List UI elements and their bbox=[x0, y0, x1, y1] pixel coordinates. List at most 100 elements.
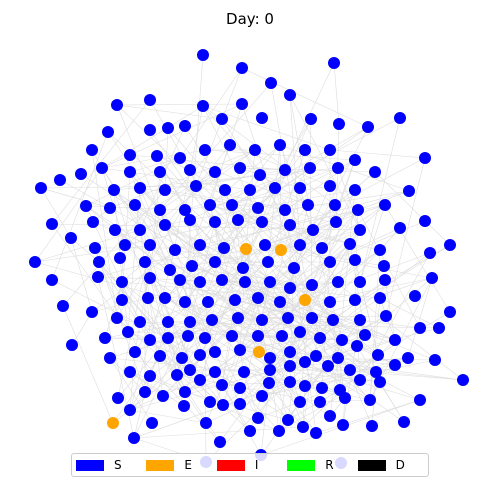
edge bbox=[243, 371, 259, 419]
edge bbox=[231, 335, 291, 353]
susceptible-node bbox=[264, 364, 276, 376]
edge bbox=[287, 389, 341, 421]
susceptible-node bbox=[178, 400, 190, 412]
susceptible-node bbox=[299, 144, 311, 156]
susceptible-node bbox=[424, 247, 436, 259]
susceptible-node bbox=[184, 164, 196, 176]
edge bbox=[202, 105, 263, 223]
susceptible-node bbox=[402, 352, 414, 364]
edge bbox=[199, 281, 339, 381]
susceptible-node bbox=[119, 239, 131, 251]
susceptible-node bbox=[354, 374, 366, 386]
susceptible-node bbox=[354, 276, 366, 288]
edge bbox=[116, 103, 243, 106]
legend-label-d: D bbox=[395, 458, 405, 472]
susceptible-node bbox=[128, 432, 140, 444]
edge bbox=[51, 99, 151, 225]
susceptible-node bbox=[236, 98, 248, 110]
susceptible-node bbox=[179, 296, 191, 308]
edge bbox=[189, 189, 356, 221]
susceptible-node bbox=[96, 162, 108, 174]
edge bbox=[134, 227, 401, 353]
edge bbox=[237, 219, 314, 231]
edge bbox=[159, 185, 197, 211]
edge bbox=[302, 385, 306, 428]
exposed-node bbox=[253, 346, 265, 358]
edge bbox=[379, 297, 440, 329]
susceptible-node bbox=[122, 326, 134, 338]
susceptible-node bbox=[351, 340, 363, 352]
susceptible-node bbox=[154, 166, 166, 178]
edge bbox=[109, 149, 256, 209]
susceptible-node bbox=[209, 166, 221, 178]
susceptible-node bbox=[294, 182, 306, 194]
susceptible-node bbox=[414, 322, 426, 334]
edge bbox=[234, 221, 337, 301]
susceptible-node bbox=[344, 238, 356, 250]
edge bbox=[129, 355, 161, 411]
edge bbox=[267, 261, 346, 399]
edge bbox=[40, 187, 111, 209]
edge bbox=[179, 279, 381, 299]
edge bbox=[379, 381, 405, 423]
susceptible-node bbox=[89, 242, 101, 254]
edge bbox=[62, 189, 166, 307]
susceptible-node bbox=[204, 396, 216, 408]
edge bbox=[337, 167, 361, 231]
susceptible-node bbox=[284, 219, 296, 231]
edge bbox=[62, 305, 114, 424]
edge bbox=[407, 277, 433, 359]
edge bbox=[221, 299, 236, 386]
susceptible-node bbox=[349, 254, 361, 266]
edge bbox=[359, 252, 431, 381]
susceptible-node bbox=[86, 144, 98, 156]
susceptible-node bbox=[316, 382, 328, 394]
susceptible-node bbox=[104, 202, 116, 214]
susceptible-node bbox=[232, 214, 244, 226]
edge bbox=[113, 189, 201, 283]
edge bbox=[231, 319, 334, 337]
susceptible-node bbox=[329, 199, 341, 211]
susceptible-node bbox=[244, 184, 256, 196]
susceptible-node bbox=[403, 185, 415, 197]
susceptible-node bbox=[200, 417, 212, 429]
susceptible-node bbox=[219, 184, 231, 196]
susceptible-node bbox=[184, 316, 196, 328]
susceptible-node bbox=[433, 322, 445, 334]
edge bbox=[129, 249, 176, 411]
edge bbox=[116, 104, 223, 120]
susceptible-node bbox=[302, 199, 314, 211]
susceptible-node bbox=[229, 294, 241, 306]
edge bbox=[34, 167, 103, 263]
edge bbox=[281, 267, 295, 337]
susceptible-node bbox=[444, 306, 456, 318]
susceptible-node bbox=[332, 352, 344, 364]
susceptible-node bbox=[264, 276, 276, 288]
susceptible-node bbox=[294, 239, 306, 251]
edge bbox=[121, 281, 306, 301]
susceptible-node bbox=[162, 122, 174, 134]
edge bbox=[268, 319, 334, 384]
edge bbox=[315, 355, 396, 366]
susceptible-node bbox=[263, 377, 275, 389]
edge bbox=[231, 167, 339, 206]
susceptible-node bbox=[144, 370, 156, 382]
edge bbox=[315, 399, 421, 434]
legend-entry-e: E bbox=[146, 458, 216, 472]
edge bbox=[245, 248, 271, 371]
susceptible-node bbox=[164, 264, 176, 276]
susceptible-node bbox=[274, 139, 286, 151]
susceptible-node bbox=[108, 184, 120, 196]
edge bbox=[329, 357, 339, 417]
legend: S E I R D bbox=[71, 453, 429, 477]
susceptible-node bbox=[199, 144, 211, 156]
susceptible-node bbox=[216, 113, 228, 125]
susceptible-node bbox=[394, 112, 406, 124]
susceptible-node bbox=[204, 199, 216, 211]
susceptible-node bbox=[124, 166, 136, 178]
edge bbox=[139, 187, 206, 339]
susceptible-node bbox=[194, 276, 206, 288]
susceptible-node bbox=[333, 118, 345, 130]
susceptible-node bbox=[234, 344, 246, 356]
